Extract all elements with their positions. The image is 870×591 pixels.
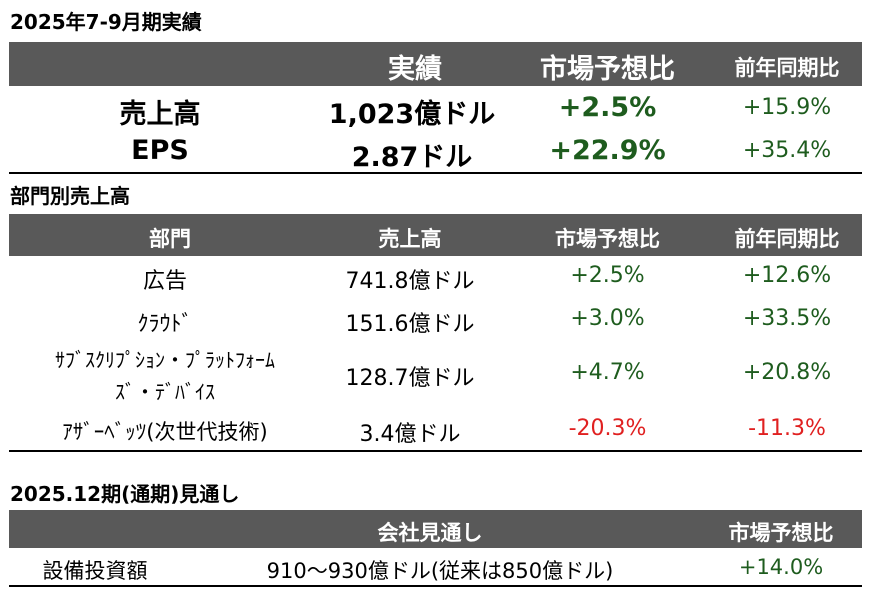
- outlook-title: 2025.12期(通期)見通し: [10, 482, 240, 506]
- segment-vs-consensus: -20.3%: [568, 416, 647, 441]
- summary-header-yoy: 前年同期比: [734, 56, 840, 80]
- segment-yoy: +33.5%: [742, 306, 832, 331]
- outlook-header-vs-consensus: 市場予想比: [728, 521, 834, 545]
- summary-header-bar: [9, 42, 862, 86]
- summary-row-actual: 1,023億ドル: [328, 99, 496, 130]
- segment-yoy: +20.8%: [742, 360, 832, 385]
- segment-revenue: 3.4億ドル: [359, 422, 461, 447]
- segment-name: ｱｻﾞｰﾍﾞｯﾂ(次世代技術): [62, 420, 268, 444]
- segments-header-bar: [9, 214, 862, 256]
- outlook-row-vs-consensus: +14.0%: [738, 555, 824, 579]
- segments-header-yoy: 前年同期比: [734, 227, 840, 251]
- segment-revenue: 151.6億ドル: [345, 312, 475, 337]
- outlook-bottom-rule: [9, 585, 862, 587]
- segments-header-revenue: 売上高: [378, 227, 442, 251]
- segment-vs-consensus: +2.5%: [570, 263, 645, 288]
- segments-bottom-rule: [9, 450, 862, 452]
- segment-name: ｸﾗｳﾄﾞ: [137, 312, 193, 337]
- segment-yoy: -11.3%: [748, 416, 826, 441]
- summary-row-actual: 2.87ドル: [351, 142, 473, 173]
- summary-row-vs-consensus: +22.9%: [549, 135, 666, 166]
- segments-title: 部門別売上高: [10, 184, 130, 208]
- summary-header-vs-consensus: 市場予想比: [540, 54, 675, 85]
- segment-name: ｻﾌﾞｽｸﾘﾌﾟｼｮﾝ・ﾌﾟﾗｯﾄﾌｫｰﾑ: [55, 348, 275, 372]
- summary-row-label: 売上高: [119, 99, 201, 130]
- summary-row-yoy: +35.4%: [742, 138, 832, 163]
- segment-name-line2: ｽﾞ・ﾃﾞﾊﾞｲｽ: [115, 380, 215, 404]
- segment-revenue: 741.8億ドル: [345, 269, 475, 294]
- summary-title: 2025年7-9月期実績: [10, 10, 202, 34]
- outlook-row-guidance: 910～930億ドル(従来は850億ドル): [266, 559, 614, 583]
- outlook-header-guidance: 会社見通し: [377, 521, 483, 545]
- summary-row-yoy: +15.9%: [742, 95, 832, 120]
- segments-header-segment: 部門: [149, 227, 191, 251]
- outlook-header-bar: [9, 510, 862, 548]
- summary-row-vs-consensus: +2.5%: [558, 92, 657, 123]
- segment-vs-consensus: +3.0%: [570, 306, 645, 331]
- outlook-row-label: 設備投資額: [42, 559, 148, 583]
- segment-name: 広告: [142, 269, 187, 294]
- summary-header-actual: 実績: [388, 54, 442, 85]
- summary-bottom-rule: [9, 172, 862, 174]
- segment-revenue: 128.7億ドル: [345, 366, 475, 391]
- segments-header-vs-consensus: 市場予想比: [555, 227, 660, 251]
- summary-row-label: EPS: [131, 135, 189, 166]
- segment-vs-consensus: +4.7%: [570, 360, 645, 385]
- segment-yoy: +12.6%: [742, 263, 832, 288]
